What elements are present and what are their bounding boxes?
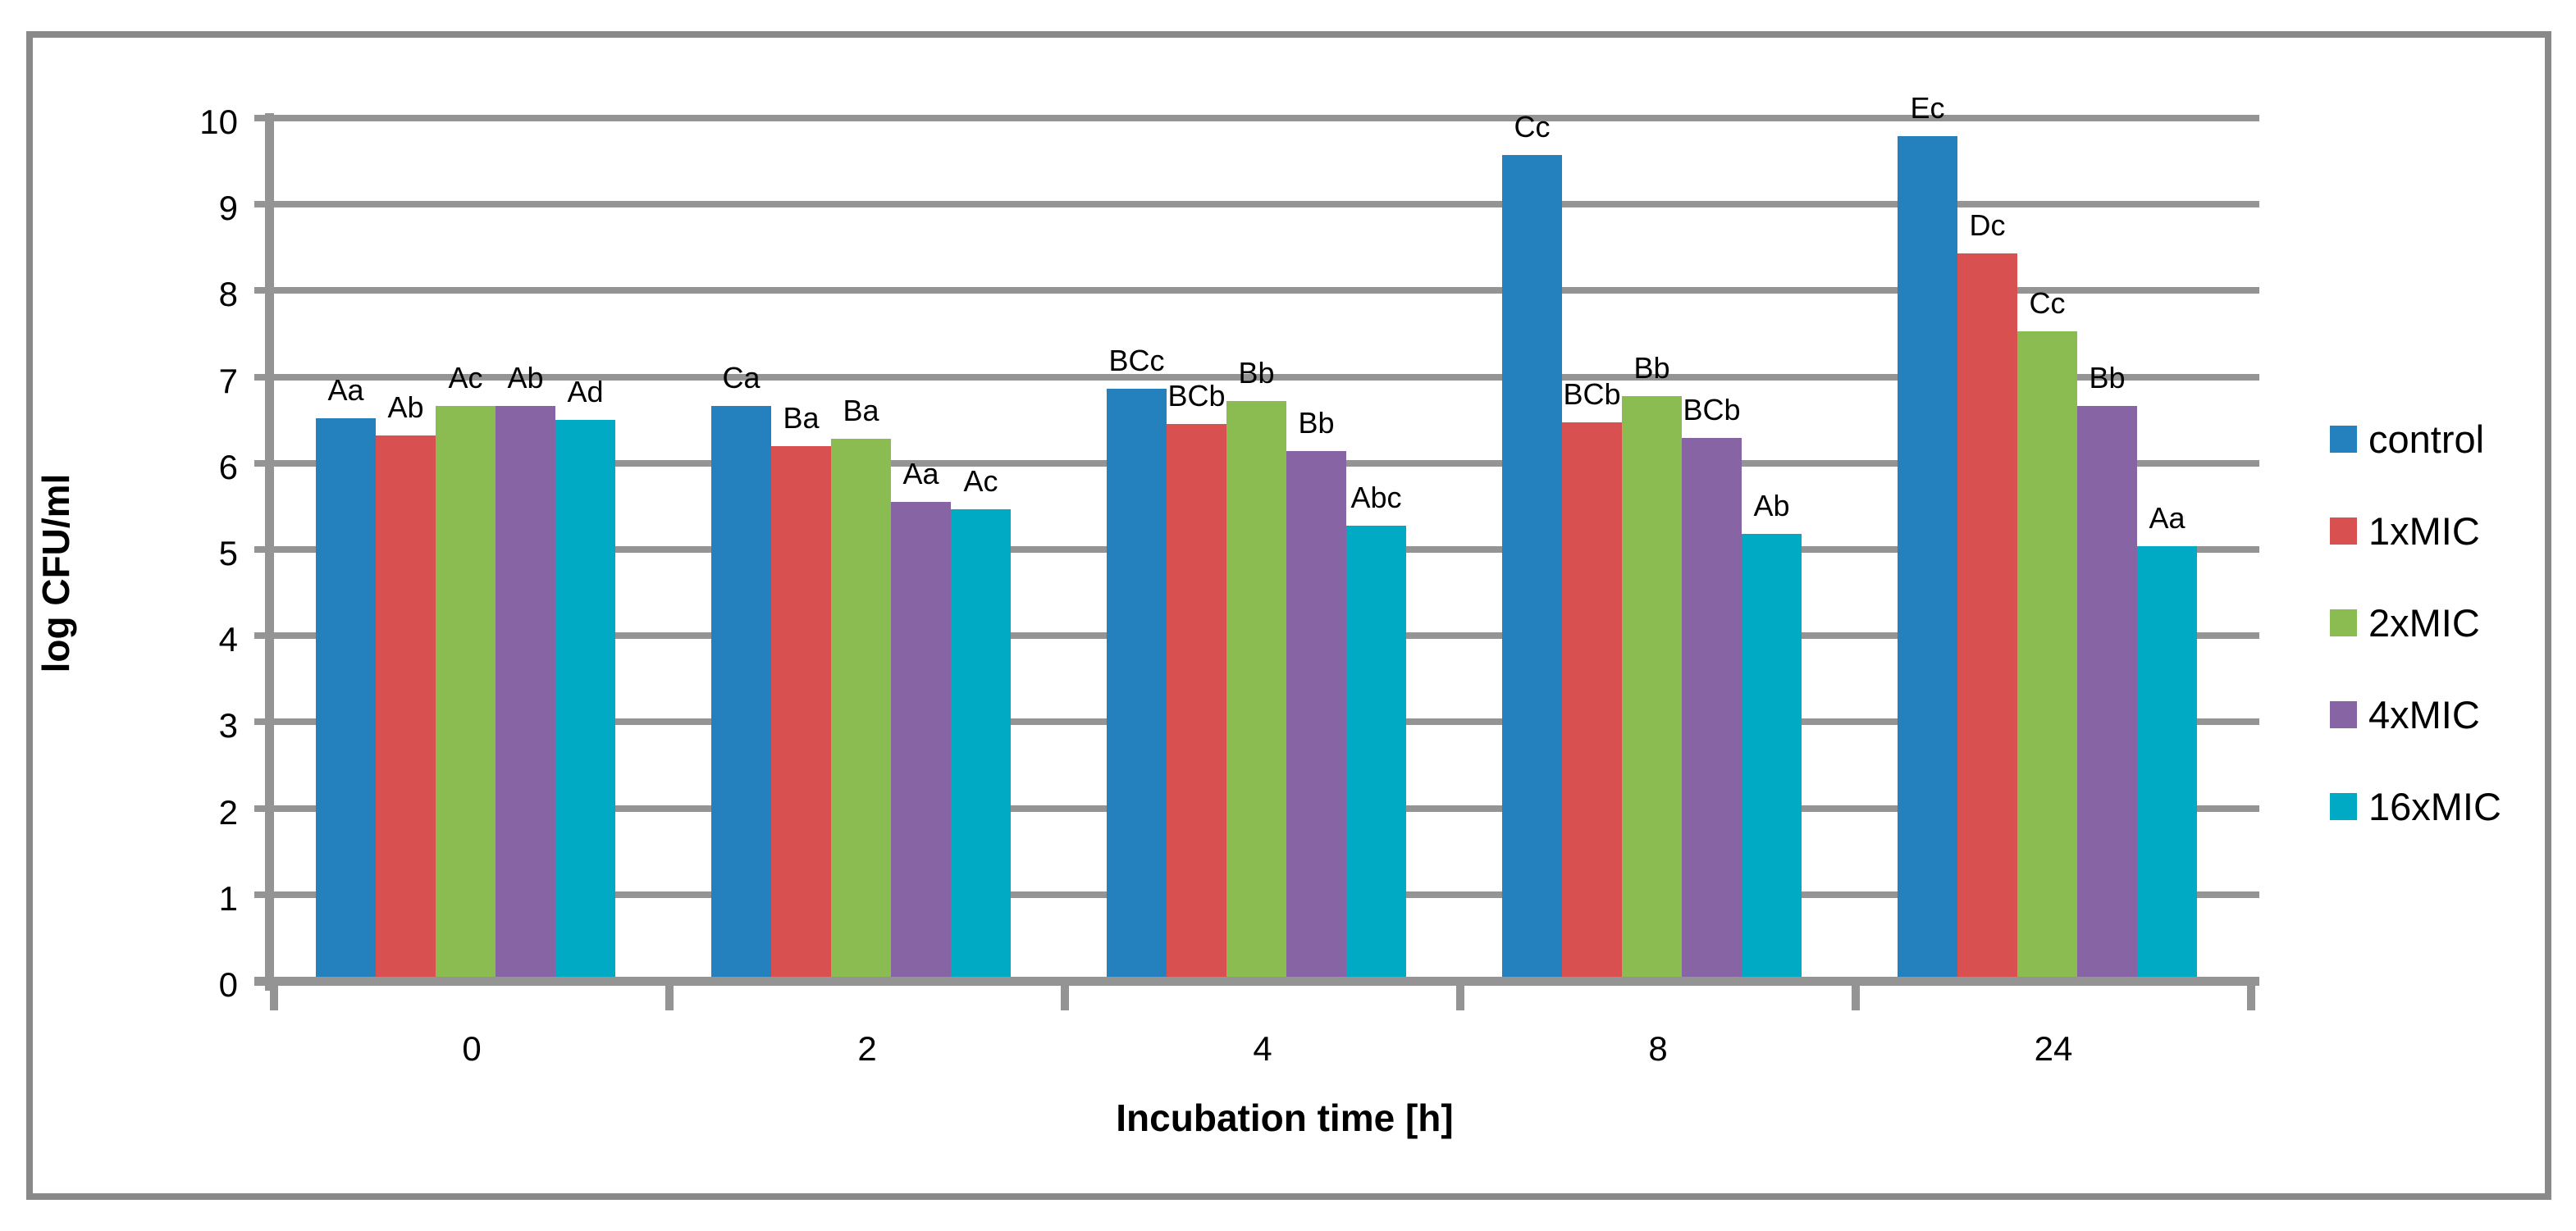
bar-2xMIC-t4 <box>1226 401 1286 981</box>
bar-annotation: BCb <box>1167 379 1226 413</box>
bar-annotation: Ac <box>448 361 483 395</box>
bar-1xMIC-t8 <box>1562 422 1622 981</box>
y-tick-label: 4 <box>218 620 238 659</box>
bar-annotation: Aa <box>327 373 364 408</box>
y-axis-title: log CFU/ml <box>34 473 77 673</box>
bar-annotation: Bb <box>2089 361 2126 395</box>
bar-4xMIC-t8 <box>1682 438 1742 981</box>
gridline <box>254 287 2259 294</box>
bar-2xMIC-t24 <box>2017 331 2077 981</box>
bar-2xMIC-t0 <box>436 406 496 981</box>
chart-frame: 0 1 2 3 4 5 6 7 8 9 10 Aa Ca BCc Cc Ec Ab Ba BCb BCb Dc Ac Ba B… <box>26 31 2551 1200</box>
y-tick-label: 0 <box>218 965 238 1004</box>
bar-annotation: Abc <box>1350 480 1402 514</box>
y-tick-label: 2 <box>218 792 238 832</box>
legend-label: control <box>2368 417 2485 461</box>
legend-item-control: control <box>2330 414 2484 463</box>
legend-swatch-icon <box>2330 517 2357 545</box>
bar-16xMIC-t8 <box>1742 534 1802 981</box>
bar-annotation: Bb <box>1298 406 1335 440</box>
plot-area: 0 1 2 3 4 5 6 7 8 9 10 Aa Ca BCc Cc Ec Ab Ba BCb BCb Dc Ac Ba B… <box>33 38 2558 1206</box>
bar-annotation: Ba <box>843 394 879 428</box>
legend-swatch-icon <box>2330 609 2357 636</box>
x-tick <box>1061 981 1069 1010</box>
x-tick-label: 24 <box>2034 1029 2073 1068</box>
bar-annotation: Ca <box>722 361 760 395</box>
legend-item-16xMIC: 16xMIC <box>2330 782 2501 831</box>
x-tick <box>2247 981 2255 1010</box>
y-tick-label: 6 <box>218 447 238 486</box>
legend-swatch-icon <box>2330 700 2357 728</box>
bar-annotation: Cc <box>2029 285 2066 320</box>
bar-control-t4 <box>1107 389 1167 981</box>
bar-annotation: BCc <box>1108 344 1165 378</box>
x-tick-label: 4 <box>1253 1029 1272 1068</box>
bar-1xMIC-t0 <box>376 435 436 981</box>
bar-annotation: Ec <box>1910 91 1945 125</box>
bar-1xMIC-t4 <box>1167 424 1226 981</box>
legend-label: 4xMIC <box>2368 692 2480 736</box>
x-tick-label: 0 <box>462 1029 482 1068</box>
x-tick-label: 2 <box>857 1029 877 1068</box>
y-tick-label: 9 <box>218 189 238 228</box>
legend-label: 2xMIC <box>2368 600 2480 645</box>
bar-control-t0 <box>316 418 376 981</box>
bar-annotation: Ab <box>507 361 544 395</box>
bar-annotation: Ab <box>1753 489 1790 523</box>
bar-16xMIC-t4 <box>1346 525 1406 981</box>
bar-4xMIC-t4 <box>1286 451 1346 981</box>
legend-label: 1xMIC <box>2368 508 2480 553</box>
bar-annotation: Ac <box>963 463 998 498</box>
bar-annotation: Aa <box>902 457 939 491</box>
legend-item-4xMIC: 4xMIC <box>2330 690 2480 739</box>
bar-16xMIC-t24 <box>2137 545 2197 981</box>
y-tick-label: 1 <box>218 878 238 918</box>
bar-4xMIC-t24 <box>2077 406 2137 981</box>
y-axis-line <box>265 113 274 991</box>
bar-control-t24 <box>1898 136 1957 981</box>
gridline <box>254 373 2259 381</box>
x-tick <box>1852 981 1860 1010</box>
y-tick-label: 7 <box>218 361 238 400</box>
legend-label: 16xMIC <box>2368 784 2501 828</box>
legend-item-2xMIC: 2xMIC <box>2330 598 2480 647</box>
bar-annotation: Ab <box>387 390 424 425</box>
x-tick <box>665 981 674 1010</box>
bar-annotation: Ba <box>783 400 820 435</box>
bar-annotation: BCb <box>1683 393 1741 427</box>
legend: control 1xMIC 2xMIC 4xMIC 16xMIC <box>2304 38 2574 1206</box>
x-tick-label: 8 <box>1648 1029 1668 1068</box>
legend-swatch-icon <box>2330 792 2357 820</box>
legend-swatch-icon <box>2330 425 2357 453</box>
bar-4xMIC-t2 <box>891 502 951 981</box>
y-tick-label: 5 <box>218 534 238 572</box>
y-tick-label: 10 <box>199 103 238 141</box>
bar-annotation: Cc <box>1514 110 1551 144</box>
y-tick-label: 3 <box>218 706 238 745</box>
bar-1xMIC-t2 <box>771 445 831 981</box>
bar-annotation: Aa <box>2149 500 2185 535</box>
bar-16xMIC-t0 <box>555 420 615 981</box>
gridline <box>254 115 2259 121</box>
y-tick-label: 8 <box>218 275 238 314</box>
bar-1xMIC-t24 <box>1957 253 2017 981</box>
bar-control-t2 <box>711 406 771 981</box>
bar-annotation: BCb <box>1563 377 1621 412</box>
x-axis-line <box>254 977 2259 986</box>
bar-annotation: Dc <box>1969 208 2006 243</box>
x-tick <box>1456 981 1464 1010</box>
legend-item-1xMIC: 1xMIC <box>2330 506 2480 555</box>
bar-16xMIC-t2 <box>951 508 1011 981</box>
bar-2xMIC-t8 <box>1622 395 1682 981</box>
x-tick <box>270 981 278 1010</box>
bar-4xMIC-t0 <box>496 406 555 981</box>
x-axis-title: Incubation time [h] <box>1116 1097 1454 1139</box>
bar-annotation: Bb <box>1238 356 1275 390</box>
bar-control-t8 <box>1502 155 1562 981</box>
gridline <box>254 201 2259 208</box>
bar-annotation: Ad <box>567 375 604 409</box>
bar-annotation: Bb <box>1633 350 1670 385</box>
bar-2xMIC-t2 <box>831 439 891 981</box>
